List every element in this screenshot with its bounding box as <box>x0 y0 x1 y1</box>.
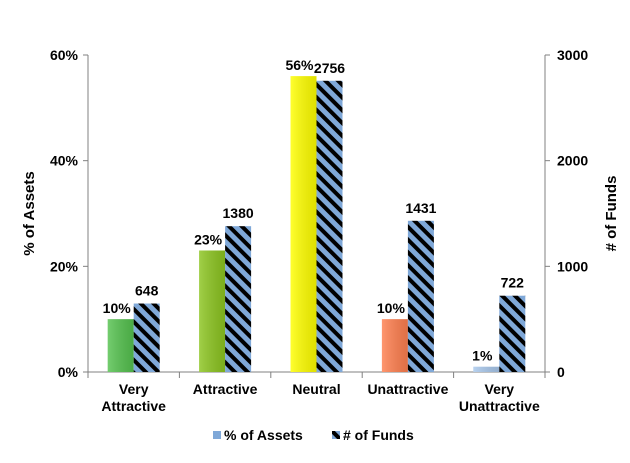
funds-bar <box>499 295 526 372</box>
category-label: Unattractive <box>367 381 448 397</box>
right-tick-label: 3000 <box>557 47 588 63</box>
funds-data-label: 1431 <box>405 200 436 216</box>
assets-data-label: 56% <box>285 57 314 73</box>
legend-funds-swatch <box>332 431 340 439</box>
category-label: Attractive <box>193 381 258 397</box>
assets-bar-shading <box>107 319 134 372</box>
right-axis-title: # of Funds <box>603 176 620 252</box>
category-label-line: Unattractive <box>367 381 448 397</box>
funds-bar <box>133 303 160 372</box>
bars <box>107 76 526 373</box>
category-label-line: Unattractive <box>459 398 540 414</box>
funds-data-label: 648 <box>135 283 159 299</box>
legend-funds-label: # of Funds <box>343 427 414 443</box>
assets-bar-shading <box>381 319 408 372</box>
left-tick-label: 0% <box>58 364 79 380</box>
funds-data-label: 722 <box>501 275 525 291</box>
assets-data-label: 10% <box>377 300 406 316</box>
assets-bar-shading <box>473 366 500 372</box>
category-label: Very Unattractive <box>459 381 540 414</box>
category-label-line: Attractive <box>101 398 166 414</box>
category-label-line: Very <box>485 381 515 397</box>
assets-data-label: 23% <box>194 231 223 247</box>
right-tick-label: 2000 <box>557 153 588 169</box>
assets-data-label: 10% <box>103 300 132 316</box>
left-axis-title: % of Assets <box>21 171 38 255</box>
funds-bar <box>407 220 434 372</box>
category-label: Very Attractive <box>101 381 166 414</box>
legend-assets-label: % of Assets <box>224 427 303 443</box>
category-label-line: Attractive <box>193 381 258 397</box>
category-label: Neutral <box>292 381 340 397</box>
funds-data-label: 1380 <box>223 205 254 221</box>
right-tick-label: 1000 <box>557 258 588 274</box>
assets-bar-shading <box>199 250 226 372</box>
funds-bar <box>225 226 252 372</box>
left-tick-label: 60% <box>50 47 79 63</box>
right-tick-label: 0 <box>557 364 565 380</box>
legend: % of Assets # of Funds <box>213 427 414 443</box>
left-tick-label: 40% <box>50 153 79 169</box>
assets-bar-shading <box>290 76 317 372</box>
legend-assets-swatch <box>213 431 221 439</box>
funds-data-label: 2756 <box>314 60 345 76</box>
left-tick-label: 20% <box>50 258 79 274</box>
category-label-line: Very <box>119 381 149 397</box>
funds-bar <box>316 80 343 373</box>
category-label-line: Neutral <box>292 381 340 397</box>
assets-data-label: 1% <box>472 348 493 364</box>
